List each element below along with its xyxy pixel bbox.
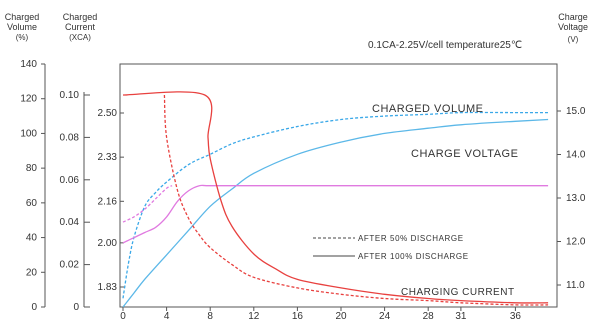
x-tick-label: 36 [510,311,522,322]
current-tick-label: 0 [73,302,79,313]
charging-current-100pct-line [122,91,549,304]
volume-tick-label: 40 [26,233,38,244]
charging-current-annotation: CHARGING CURRENT [401,287,515,298]
axis-title-line: Current [65,22,96,32]
left-axis-2-title: Charged Current (XCA) [63,12,98,42]
charge-voltage-tick-label: 15.0 [566,106,586,117]
cell-voltage-tick-label: 2.33 [98,152,118,163]
plot-frame [119,63,558,308]
volume-tick-label: 140 [20,59,37,70]
x-tick-label: 12 [248,311,260,322]
charged-volume-annotation: CHARGED VOLUME [372,103,484,115]
x-tick-label: 31 [455,311,467,322]
x-tick-label: 28 [423,311,435,322]
cell-voltage-tick-label: 1.83 [98,282,118,293]
condition-label: 0.1CA-2.25V/cell temperature25℃ [368,40,522,51]
axis-title-line: Volume [7,22,37,32]
current-tick-label: 0.02 [60,260,80,271]
left-axis-1-title: Charged Volume (%) [5,12,40,42]
cell-voltage-tick-label: 2.50 [98,108,118,119]
legend-label-100: AFTER 100% DISCHARGE [358,252,469,261]
charging-current-50pct-line [163,94,549,306]
volume-tick-label: 120 [20,94,37,105]
cell-voltage-tick-label: 2.00 [98,238,118,249]
charged-volume-50pct-line [122,111,549,299]
current-tick-label: 0.10 [60,90,80,101]
axis-title-line: Charged [63,12,98,22]
charge-voltage-100pct-line [122,184,549,244]
x-tick-label: 8 [207,311,213,322]
charge-voltage-50pct-line [122,185,173,223]
legend-label-50: AFTER 50% DISCHARGE [358,234,464,243]
charge-voltage-tick-label: 13.0 [566,193,586,204]
right-axis-title: Charge Voltage (V) [558,12,588,44]
tick-layer: 0 4 8 12 16 20 24 28 31 36 0 20 40 60 80 100 120 140 0 0.02… [20,59,586,322]
volume-tick-label: 100 [20,128,37,139]
x-tick-label: 16 [292,311,304,322]
axis-title-line: Charge [558,12,588,22]
x-tick-label: 0 [120,311,126,322]
volume-tick-label: 60 [26,198,38,209]
current-tick-label: 0.06 [60,175,80,186]
plot-area [122,91,549,308]
cell-voltage-tick-label: 2.16 [98,196,118,207]
current-tick-label: 0.04 [60,217,80,228]
axis-title-line: (V) [568,35,579,44]
charge-voltage-tick-label: 14.0 [566,150,586,161]
charge-voltage-annotation: CHARGE VOLTAGE [411,148,518,160]
volume-tick-label: 0 [31,302,37,313]
volume-tick-label: 80 [26,163,38,174]
charged-volume-100pct-line [122,118,549,308]
charge-voltage-tick-label: 11.0 [566,280,585,291]
axis-title-line: (%) [16,33,29,42]
legend: AFTER 50% DISCHARGE AFTER 100% DISCHARGE [313,234,469,261]
charge-voltage-tick-label: 12.0 [566,237,586,248]
axis-title-line: (XCA) [69,33,91,42]
x-tick-label: 4 [164,311,170,322]
volume-tick-label: 20 [26,267,38,278]
axis-title-line: Voltage [558,22,588,32]
x-tick-label: 20 [335,311,347,322]
x-tick-label: 24 [379,311,391,322]
current-tick-label: 0.08 [60,132,80,143]
axis-title-line: Charged [5,12,40,22]
